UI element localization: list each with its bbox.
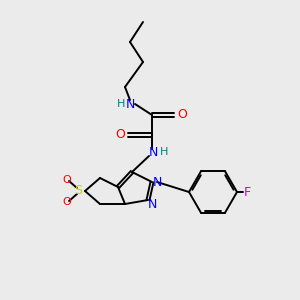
Text: N: N bbox=[147, 197, 157, 211]
Text: H: H bbox=[117, 99, 125, 109]
Text: S: S bbox=[74, 184, 82, 197]
Text: O: O bbox=[63, 197, 71, 207]
Text: O: O bbox=[63, 175, 71, 185]
Text: O: O bbox=[115, 128, 125, 142]
Text: N: N bbox=[148, 146, 158, 158]
Text: O: O bbox=[177, 109, 187, 122]
Text: F: F bbox=[243, 185, 250, 199]
Text: N: N bbox=[125, 98, 135, 110]
Text: H: H bbox=[160, 147, 168, 157]
Text: N: N bbox=[152, 176, 162, 188]
